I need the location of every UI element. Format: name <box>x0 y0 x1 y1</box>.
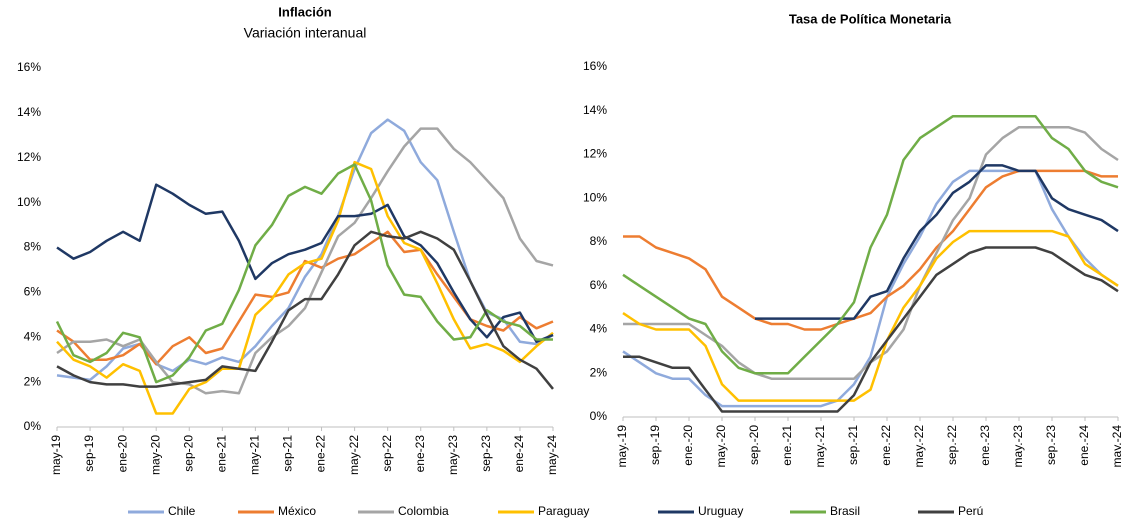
y-tick-label: 2% <box>24 374 42 388</box>
x-tick-label: sep.-23 <box>1044 425 1058 465</box>
x-tick-label: ene-20 <box>115 435 129 473</box>
y-tick-label: 8% <box>24 240 42 254</box>
y-tick-label: 14% <box>17 105 41 119</box>
x-tick-label: ene.-20 <box>681 425 695 466</box>
x-tick-label: sep-20 <box>181 435 195 472</box>
chart-title: Inflación <box>278 4 332 19</box>
x-tick-label: ene.-22 <box>879 425 893 466</box>
x-tick-label: may.-22 <box>912 425 926 468</box>
x-tick-label: ene.-23 <box>978 425 992 466</box>
x-tick-label: may.-19 <box>615 425 629 468</box>
legend-label: Chile <box>168 504 196 518</box>
x-tick-label: sep-23 <box>479 435 493 472</box>
legend-label: Perú <box>958 504 983 518</box>
y-tick-label: 8% <box>590 234 608 248</box>
x-tick-label: may-23 <box>446 435 460 475</box>
legend-label: México <box>278 504 316 518</box>
series-line <box>755 164 1119 320</box>
y-tick-label: 10% <box>17 195 41 209</box>
x-tick-label: sep.-19 <box>648 425 662 465</box>
series-line <box>623 125 1119 380</box>
y-tick-label: 0% <box>590 409 608 423</box>
y-tick-label: 2% <box>590 365 608 379</box>
series-line <box>623 246 1119 413</box>
y-tick-label: 16% <box>583 59 607 73</box>
x-tick-label: sep-22 <box>380 435 394 472</box>
legend-label: Uruguay <box>698 504 743 518</box>
y-tick-label: 6% <box>590 278 608 292</box>
x-tick-label: ene-22 <box>314 435 328 473</box>
y-tick-label: 4% <box>24 329 42 343</box>
x-tick-label: ene-24 <box>512 435 526 473</box>
x-tick-label: may-21 <box>248 435 262 475</box>
x-tick-label: ene-23 <box>413 435 427 473</box>
x-tick-label: sep-19 <box>82 435 96 472</box>
x-tick-label: ene-21 <box>215 435 229 473</box>
x-tick-label: sep.-20 <box>747 425 761 465</box>
y-tick-label: 0% <box>24 419 42 433</box>
legend-label: Paraguay <box>538 504 589 518</box>
x-tick-label: may.-21 <box>813 425 827 468</box>
series-line <box>56 160 554 415</box>
chart-title: Tasa de Política Monetaria <box>789 11 952 26</box>
x-tick-label: sep.-21 <box>846 425 860 465</box>
y-tick-label: 12% <box>17 150 41 164</box>
legend-label: Colombia <box>398 504 449 518</box>
series-line <box>56 183 554 343</box>
x-tick-label: may.-24 <box>1110 425 1121 468</box>
x-tick-label: may.-20 <box>714 425 728 468</box>
x-tick-label: may-19 <box>49 435 63 475</box>
y-tick-label: 16% <box>17 60 41 74</box>
x-tick-label: may-20 <box>148 435 162 475</box>
x-tick-label: ene.-21 <box>780 425 794 466</box>
series-line <box>55 163 553 384</box>
x-tick-label: ene.-24 <box>1077 425 1091 466</box>
x-tick-label: may-22 <box>347 435 361 475</box>
series-line <box>56 230 554 390</box>
series-line <box>622 114 1119 375</box>
y-tick-label: 4% <box>590 322 608 336</box>
x-tick-label: sep.-22 <box>945 425 959 465</box>
series-line <box>622 169 1119 408</box>
legend-label: Brasil <box>830 504 860 518</box>
x-tick-label: sep-21 <box>281 435 295 472</box>
chart-subtitle: Variación interanual <box>244 25 367 41</box>
y-tick-label: 12% <box>583 147 607 161</box>
y-tick-label: 10% <box>583 190 607 204</box>
x-tick-label: may-24 <box>545 435 559 475</box>
y-tick-label: 14% <box>583 103 607 117</box>
x-tick-label: may.-23 <box>1011 425 1025 468</box>
y-tick-label: 6% <box>24 285 42 299</box>
series-line <box>622 229 1119 402</box>
